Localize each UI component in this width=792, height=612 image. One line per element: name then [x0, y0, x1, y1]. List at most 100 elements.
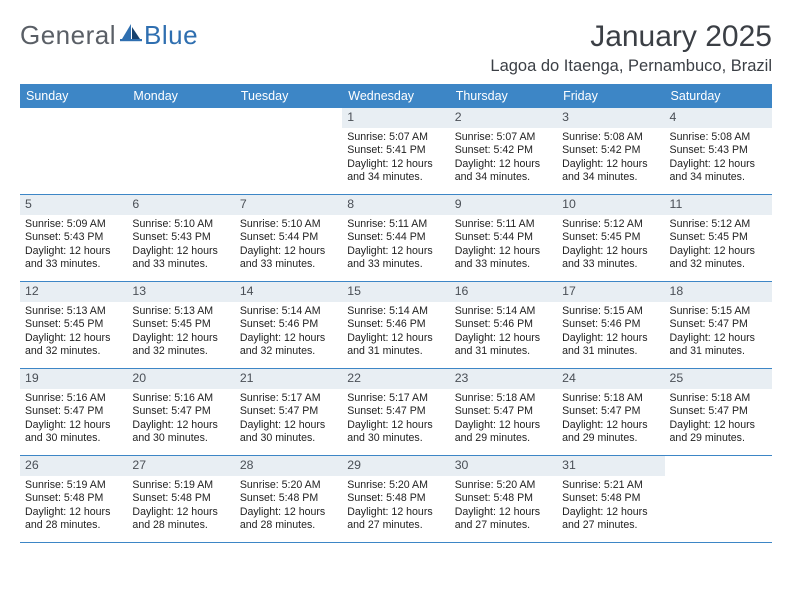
sunrise-text: Sunrise: 5:11 AM	[347, 218, 444, 232]
sunset-text: Sunset: 5:43 PM	[25, 231, 122, 245]
day-cell: 23 Sunrise: 5:18 AMSunset: 5:47 PMDayligh…	[450, 369, 557, 455]
sunrise-text: Sunrise: 5:21 AM	[562, 479, 659, 493]
sunrise-text: Sunrise: 5:15 AM	[562, 305, 659, 319]
sunrise-text: Sunrise: 5:10 AM	[240, 218, 337, 232]
day-of-week-header: Sunday Monday Tuesday Wednesday Thursday…	[20, 84, 772, 108]
day-info: Sunrise: 5:11 AMSunset: 5:44 PMDaylight:…	[347, 218, 444, 272]
day-cell: 21 Sunrise: 5:17 AMSunset: 5:47 PMDayligh…	[235, 369, 342, 455]
week-row: 19Sunrise: 5:16 AMSunset: 5:47 PMDayligh…	[20, 369, 772, 456]
day-number: 19	[20, 369, 127, 389]
day-cell	[235, 108, 342, 194]
day-info: Sunrise: 5:21 AMSunset: 5:48 PMDaylight:…	[562, 479, 659, 533]
day-number: 31	[557, 456, 664, 476]
week-row: 5 Sunrise: 5:09 AMSunset: 5:43 PMDaylight…	[20, 195, 772, 282]
day-number: 21	[235, 369, 342, 389]
sunrise-text: Sunrise: 5:12 AM	[670, 218, 767, 232]
day-number: 30	[450, 456, 557, 476]
day-number: 15	[342, 282, 449, 302]
week-row: 12 Sunrise: 5:13 AMSunset: 5:45 PMDayligh…	[20, 282, 772, 369]
day-cell: 29Sunrise: 5:20 AMSunset: 5:48 PMDayligh…	[342, 456, 449, 542]
day-number: 5	[20, 195, 127, 215]
sunrise-text: Sunrise: 5:18 AM	[562, 392, 659, 406]
day-cell: 15Sunrise: 5:14 AMSunset: 5:46 PMDayligh…	[342, 282, 449, 368]
daylight-text: Daylight: 12 hours and 30 minutes.	[132, 419, 229, 446]
day-cell: 16Sunrise: 5:14 AMSunset: 5:46 PMDayligh…	[450, 282, 557, 368]
sunset-text: Sunset: 5:47 PM	[670, 318, 767, 332]
sunrise-text: Sunrise: 5:08 AM	[670, 131, 767, 145]
sunset-text: Sunset: 5:44 PM	[240, 231, 337, 245]
sunset-text: Sunset: 5:46 PM	[562, 318, 659, 332]
day-info: Sunrise: 5:08 AMSunset: 5:43 PMDaylight:…	[670, 131, 767, 185]
week-row: 26 Sunrise: 5:19 AMSunset: 5:48 PMDayligh…	[20, 456, 772, 543]
day-cell: 18 Sunrise: 5:15 AMSunset: 5:47 PMDayligh…	[665, 282, 772, 368]
day-number: 18	[665, 282, 772, 302]
day-info: Sunrise: 5:19 AMSunset: 5:48 PMDaylight:…	[25, 479, 122, 533]
day-number: 26	[20, 456, 127, 476]
sunrise-text: Sunrise: 5:13 AM	[132, 305, 229, 319]
daylight-text: Daylight: 12 hours and 28 minutes.	[240, 506, 337, 533]
day-number: 27	[127, 456, 234, 476]
daylight-text: Daylight: 12 hours and 34 minutes.	[455, 158, 552, 185]
sunrise-text: Sunrise: 5:16 AM	[25, 392, 122, 406]
sunrise-text: Sunrise: 5:15 AM	[670, 305, 767, 319]
daylight-text: Daylight: 12 hours and 31 minutes.	[670, 332, 767, 359]
sunset-text: Sunset: 5:48 PM	[240, 492, 337, 506]
daylight-text: Daylight: 12 hours and 34 minutes.	[670, 158, 767, 185]
sunset-text: Sunset: 5:48 PM	[455, 492, 552, 506]
day-cell: 19 Sunrise: 5:16 AMSunset: 5:47 PMDayligh…	[20, 369, 127, 455]
day-number: 23	[450, 369, 557, 389]
header: General Blue January 2025 Lagoa do Itaen…	[20, 20, 772, 76]
day-cell: 22Sunrise: 5:17 AMSunset: 5:47 PMDayligh…	[342, 369, 449, 455]
sunrise-text: Sunrise: 5:20 AM	[455, 479, 552, 493]
sunset-text: Sunset: 5:48 PM	[132, 492, 229, 506]
logo-text-blue: Blue	[144, 20, 198, 51]
day-cell: 1Sunrise: 5:07 AMSunset: 5:41 PMDaylight…	[342, 108, 449, 194]
dow-wednesday: Wednesday	[342, 84, 449, 108]
sunrise-text: Sunrise: 5:14 AM	[347, 305, 444, 319]
day-info: Sunrise: 5:13 AMSunset: 5:45 PMDaylight:…	[25, 305, 122, 359]
day-info: Sunrise: 5:17 AMSunset: 5:47 PMDaylight:…	[347, 392, 444, 446]
day-cell: 8Sunrise: 5:11 AMSunset: 5:44 PMDaylight…	[342, 195, 449, 281]
daylight-text: Daylight: 12 hours and 34 minutes.	[347, 158, 444, 185]
day-cell: 2Sunrise: 5:07 AMSunset: 5:42 PMDaylight…	[450, 108, 557, 194]
sunset-text: Sunset: 5:47 PM	[455, 405, 552, 419]
day-cell: 11Sunrise: 5:12 AMSunset: 5:45 PMDayligh…	[665, 195, 772, 281]
month-title: January 2025	[490, 20, 772, 53]
sunrise-text: Sunrise: 5:20 AM	[347, 479, 444, 493]
logo-sail-icon	[120, 18, 142, 49]
day-number: 12	[20, 282, 127, 302]
daylight-text: Daylight: 12 hours and 33 minutes.	[132, 245, 229, 272]
daylight-text: Daylight: 12 hours and 32 minutes.	[132, 332, 229, 359]
sunset-text: Sunset: 5:42 PM	[562, 144, 659, 158]
day-info: Sunrise: 5:16 AMSunset: 5:47 PMDaylight:…	[25, 392, 122, 446]
day-cell: 31 Sunrise: 5:21 AMSunset: 5:48 PMDayligh…	[557, 456, 664, 542]
daylight-text: Daylight: 12 hours and 34 minutes.	[562, 158, 659, 185]
day-number: 3	[557, 108, 664, 128]
calendar-page: General Blue January 2025 Lagoa do Itaen…	[0, 0, 792, 612]
day-number: 28	[235, 456, 342, 476]
day-info: Sunrise: 5:18 AMSunset: 5:47 PMDaylight:…	[455, 392, 552, 446]
day-cell: 28 Sunrise: 5:20 AMSunset: 5:48 PMDayligh…	[235, 456, 342, 542]
day-info: Sunrise: 5:20 AMSunset: 5:48 PMDaylight:…	[240, 479, 337, 533]
day-cell: 12 Sunrise: 5:13 AMSunset: 5:45 PMDayligh…	[20, 282, 127, 368]
sunset-text: Sunset: 5:46 PM	[240, 318, 337, 332]
daylight-text: Daylight: 12 hours and 27 minutes.	[347, 506, 444, 533]
sunset-text: Sunset: 5:42 PM	[455, 144, 552, 158]
day-cell: 5 Sunrise: 5:09 AMSunset: 5:43 PMDaylight…	[20, 195, 127, 281]
day-info: Sunrise: 5:17 AMSunset: 5:47 PMDaylight:…	[240, 392, 337, 446]
calendar-grid: Sunday Monday Tuesday Wednesday Thursday…	[20, 84, 772, 543]
day-number: 29	[342, 456, 449, 476]
day-info: Sunrise: 5:16 AMSunset: 5:47 PMDaylight:…	[132, 392, 229, 446]
day-info: Sunrise: 5:07 AMSunset: 5:41 PMDaylight:…	[347, 131, 444, 185]
day-cell: 13Sunrise: 5:13 AMSunset: 5:45 PMDayligh…	[127, 282, 234, 368]
daylight-text: Daylight: 12 hours and 31 minutes.	[562, 332, 659, 359]
day-info: Sunrise: 5:15 AMSunset: 5:46 PMDaylight:…	[562, 305, 659, 359]
sunrise-text: Sunrise: 5:14 AM	[240, 305, 337, 319]
day-number: 17	[557, 282, 664, 302]
day-cell: 4Sunrise: 5:08 AMSunset: 5:43 PMDaylight…	[665, 108, 772, 194]
sunrise-text: Sunrise: 5:16 AM	[132, 392, 229, 406]
day-cell: 24Sunrise: 5:18 AMSunset: 5:47 PMDayligh…	[557, 369, 664, 455]
sunset-text: Sunset: 5:45 PM	[670, 231, 767, 245]
day-info: Sunrise: 5:09 AMSunset: 5:43 PMDaylight:…	[25, 218, 122, 272]
day-cell	[20, 108, 127, 194]
